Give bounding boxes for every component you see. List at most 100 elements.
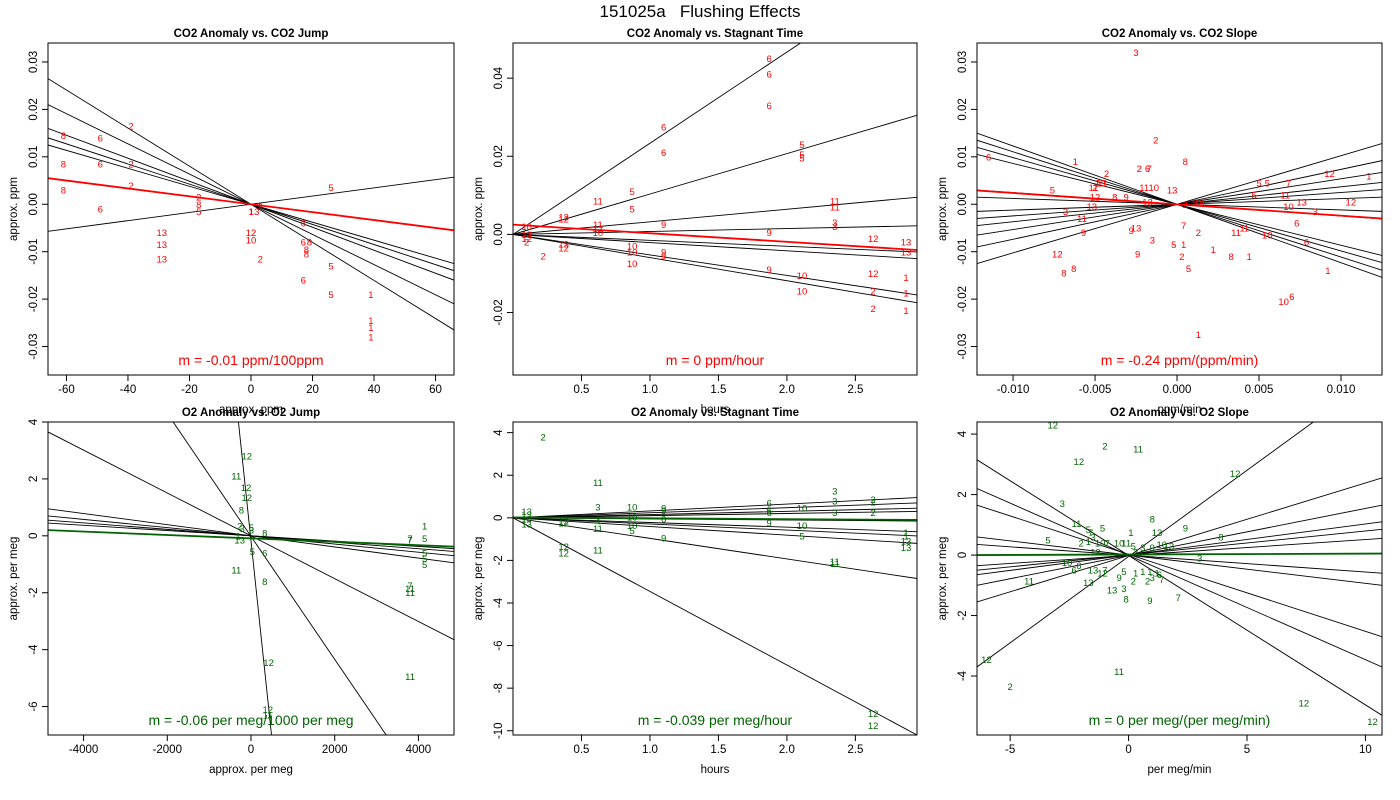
y-tick-label: 0.02 (28, 98, 40, 120)
fit-line (977, 544, 1382, 574)
chart-title: CO2 Anomaly vs. CO2 Slope (1102, 28, 1258, 40)
data-point-label: 6 (766, 498, 771, 509)
x-tick-label: 10 (1359, 744, 1372, 756)
y-tick-label: 2 (957, 491, 969, 497)
data-point-label: 1 (1154, 569, 1159, 580)
data-point-label: 3 (1133, 48, 1138, 59)
fit-line (513, 517, 917, 735)
data-point-label: 2 (1196, 228, 1201, 239)
data-point-label: 3 (1150, 573, 1155, 584)
data-point-label: 1 (903, 528, 908, 539)
data-point-label: 13 (1142, 197, 1153, 208)
data-point-label: 13 (901, 247, 912, 258)
data-point-label: 13 (521, 507, 532, 518)
plot-frame (47, 421, 455, 736)
data-point-label: 10 (1095, 538, 1106, 549)
data-point-label: 7 (1181, 221, 1186, 232)
data-point-label: 5 (249, 523, 254, 534)
data-point-label: 5 (799, 140, 804, 151)
data-point-label: 2 (1092, 183, 1097, 194)
x-axis-label: ppm/min (1157, 404, 1201, 416)
data-point-label: 5 (1171, 240, 1176, 251)
data-point-label: 13 (1096, 178, 1107, 189)
slope-annotation: m = -0.24 ppm/(ppm/min) (1101, 352, 1259, 368)
data-point-label: 11 (405, 584, 415, 595)
y-tick-label: -4 (493, 597, 505, 608)
data-point-label: 5 (422, 548, 427, 559)
data-point-label: 2 (1133, 548, 1138, 559)
data-point-label: 7 (1159, 575, 1164, 586)
data-point-label: 9 (1192, 197, 1197, 208)
data-point-label: 2 (1104, 169, 1109, 180)
data-point-label: 10 (1095, 178, 1106, 189)
data-point-label: 13 (1088, 566, 1099, 577)
data-point-label: 1 (368, 316, 373, 327)
data-point-label: 13 (234, 536, 245, 547)
mean-fit-line (48, 529, 454, 548)
data-point-label: 13 (521, 230, 532, 241)
data-point-label: 6 (766, 508, 771, 519)
data-point-label: 11 (263, 711, 273, 722)
data-point-label: 3 (240, 524, 245, 535)
data-point-label: 13 (157, 228, 168, 239)
data-point-label: 9 (1199, 197, 1204, 208)
y-tick-label: 4 (28, 418, 40, 425)
y-tick-label: -0.02 (957, 286, 969, 312)
data-point-label: 8 (61, 159, 66, 170)
data-point-label: 6 (98, 205, 103, 216)
data-point-label: 9 (766, 519, 771, 530)
y-axis-label: approx. per meg (937, 537, 949, 621)
data-point-label: 6 (661, 148, 666, 159)
data-point-label: 8 (196, 200, 201, 211)
data-point-label: 3 (1312, 207, 1317, 218)
fit-line (513, 233, 917, 304)
data-point-label: 3 (1060, 499, 1065, 510)
data-point-label: 2 (540, 432, 545, 443)
fit-line (977, 488, 1382, 668)
chart-title: O2 Anomaly vs. O2 Slope (1110, 407, 1249, 419)
data-point-label: 9 (1081, 228, 1086, 239)
data-point-label: 5 (422, 560, 427, 571)
plot-frame (47, 42, 455, 376)
figure-title: 151025a Flushing Effects (599, 2, 801, 21)
data-point-label: 13 (1083, 578, 1094, 589)
data-point-label: 9 (661, 534, 666, 545)
data-point-label: 1 (1147, 567, 1152, 578)
fit-line (977, 537, 1382, 567)
data-point-label: 6 (301, 219, 306, 230)
data-point-label: 2 (196, 193, 201, 204)
data-point-label: 2 (1137, 164, 1142, 175)
data-point-label: 6 (661, 122, 666, 133)
data-point-label: 6 (766, 101, 771, 112)
data-point-label: 12 (262, 705, 273, 716)
chart-co2-vs-stagnant-time: CO2 Anomaly vs. Stagnant Time 0.5 1.0 1.5 2.… (473, 28, 918, 416)
data-point-label: 8 (1124, 594, 1129, 605)
data-point-label: 6 (301, 276, 306, 287)
data-point-label: 1110 (1139, 183, 1159, 194)
x-tick-label: 0.005 (1245, 384, 1274, 396)
data-point-label: 2 (871, 508, 876, 519)
data-point-label: 13 (1086, 202, 1097, 213)
y-tick-label: -0.01 (28, 239, 40, 265)
x-tick-label: -0.005 (1079, 384, 1112, 396)
chart-title: O2 Anomaly vs. O2 Jump (182, 407, 320, 419)
data-point-label: 10 (1156, 540, 1167, 551)
data-point-label: 3 (1150, 235, 1155, 246)
fit-line (513, 517, 917, 544)
data-point-label: 1 (1210, 245, 1215, 256)
plot-frame (976, 421, 1383, 736)
y-tick-label: -2 (28, 588, 40, 598)
data-point-label: 5 (629, 205, 634, 216)
data-point-label: 9 (1124, 193, 1129, 204)
data-point-label: 11 (1088, 183, 1098, 194)
data-point-label: 5 (422, 554, 427, 565)
data-point-label: 12 (246, 228, 257, 239)
data-point-label: 2 (1179, 252, 1184, 263)
data-point-label: 10 (627, 247, 638, 258)
data-point-label: 12 (1346, 197, 1357, 208)
y-tick-label: -4 (28, 644, 40, 655)
data-point-label: 10 (521, 222, 532, 233)
data-point-label: 1 (903, 531, 908, 542)
